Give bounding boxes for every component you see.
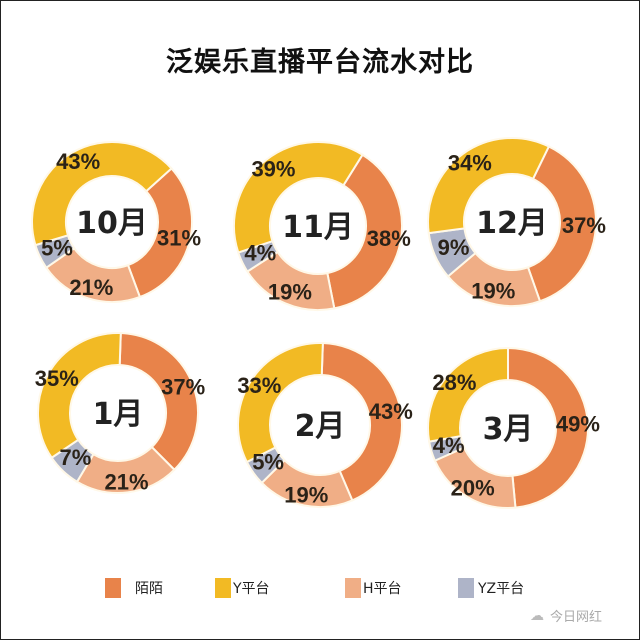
watermark: ☁ 今日网红 <box>530 606 603 626</box>
watermark-text: 今日网红 <box>550 610 603 625</box>
slice-label: 34% <box>448 151 492 176</box>
slice-label: 49% <box>556 412 600 437</box>
chart-title: 泛娱乐直播平台流水对比 <box>166 47 474 78</box>
slice-label: 7% <box>60 445 92 470</box>
legend-label-momo: 陌陌 <box>135 581 163 597</box>
donut-11月: 38% 19% 4% 39% 11月 <box>233 141 411 311</box>
donut-center-label: 1月 <box>93 397 144 432</box>
slice-Y平台 <box>427 137 551 235</box>
donut-center-label: 2月 <box>295 409 346 444</box>
slice-label: 20% <box>451 475 495 500</box>
slice-label: 37% <box>562 213 606 238</box>
slice-陌陌 <box>118 332 199 472</box>
donut-center-label: 10月 <box>76 206 148 241</box>
legend-label-yz: YZ平台 <box>478 581 525 597</box>
donut-3月: 49% 20% 4% 28% 3月 <box>427 346 600 509</box>
slice-label: 19% <box>471 279 515 304</box>
slice-label: 5% <box>252 449 284 474</box>
legend-item-y: Y平台 <box>215 578 270 598</box>
slice-Y平台 <box>237 342 324 464</box>
slice-label: 4% <box>244 241 276 266</box>
slice-Y平台 <box>233 141 364 254</box>
slice-label: 21% <box>105 469 149 494</box>
slice-label: 21% <box>69 275 113 300</box>
legend-swatch-h <box>345 578 361 598</box>
slice-label: 19% <box>268 279 312 304</box>
legend-item-h: H平台 <box>345 578 402 598</box>
slice-陌陌 <box>507 346 589 509</box>
legend-label-y: Y平台 <box>233 581 270 597</box>
slice-label: 19% <box>284 483 328 508</box>
slice-陌陌 <box>126 167 193 299</box>
slice-label: 37% <box>161 374 205 399</box>
legend-item-momo: 陌陌 <box>105 578 163 598</box>
slice-label: 43% <box>369 399 413 424</box>
donut-10月: 31% 21% 5% 43% 10月 <box>31 141 201 303</box>
legend-swatch-yz <box>458 578 474 598</box>
slice-label: 43% <box>56 149 100 174</box>
slice-label: 28% <box>432 370 476 395</box>
legend-label-h: H平台 <box>363 581 402 597</box>
slice-Y平台 <box>427 346 509 443</box>
slice-label: 9% <box>438 235 470 260</box>
donut-1月: 37% 21% 7% 35% 1月 <box>35 332 205 494</box>
slice-label: 39% <box>251 156 295 181</box>
wechat-icon: ☁ <box>530 607 544 624</box>
slice-label: 33% <box>237 373 281 398</box>
slice-陌陌 <box>326 153 403 310</box>
slice-label: 4% <box>433 433 465 458</box>
legend: 陌陌 Y平台 H平台 YZ平台 <box>0 578 640 608</box>
donut-center-label: 3月 <box>483 412 534 447</box>
slice-label: 35% <box>35 366 79 391</box>
slice-label: 38% <box>367 226 411 251</box>
slice-label: 31% <box>157 225 201 250</box>
donut-center-label: 11月 <box>282 210 354 245</box>
legend-swatch-momo <box>105 578 121 598</box>
slice-陌陌 <box>320 342 403 502</box>
legend-swatch-y <box>215 578 231 598</box>
slice-Y平台 <box>37 332 122 460</box>
slice-label: 5% <box>41 236 73 261</box>
donut-2月: 43% 19%5% 33% 2月 <box>237 342 413 508</box>
slice-陌陌 <box>526 145 597 303</box>
donut-center-label: 12月 <box>476 206 548 241</box>
donut-12月: 37% 19%9% 34% 12月 <box>427 137 606 307</box>
legend-item-yz: YZ平台 <box>458 578 524 598</box>
slice-Y平台 <box>31 141 173 247</box>
